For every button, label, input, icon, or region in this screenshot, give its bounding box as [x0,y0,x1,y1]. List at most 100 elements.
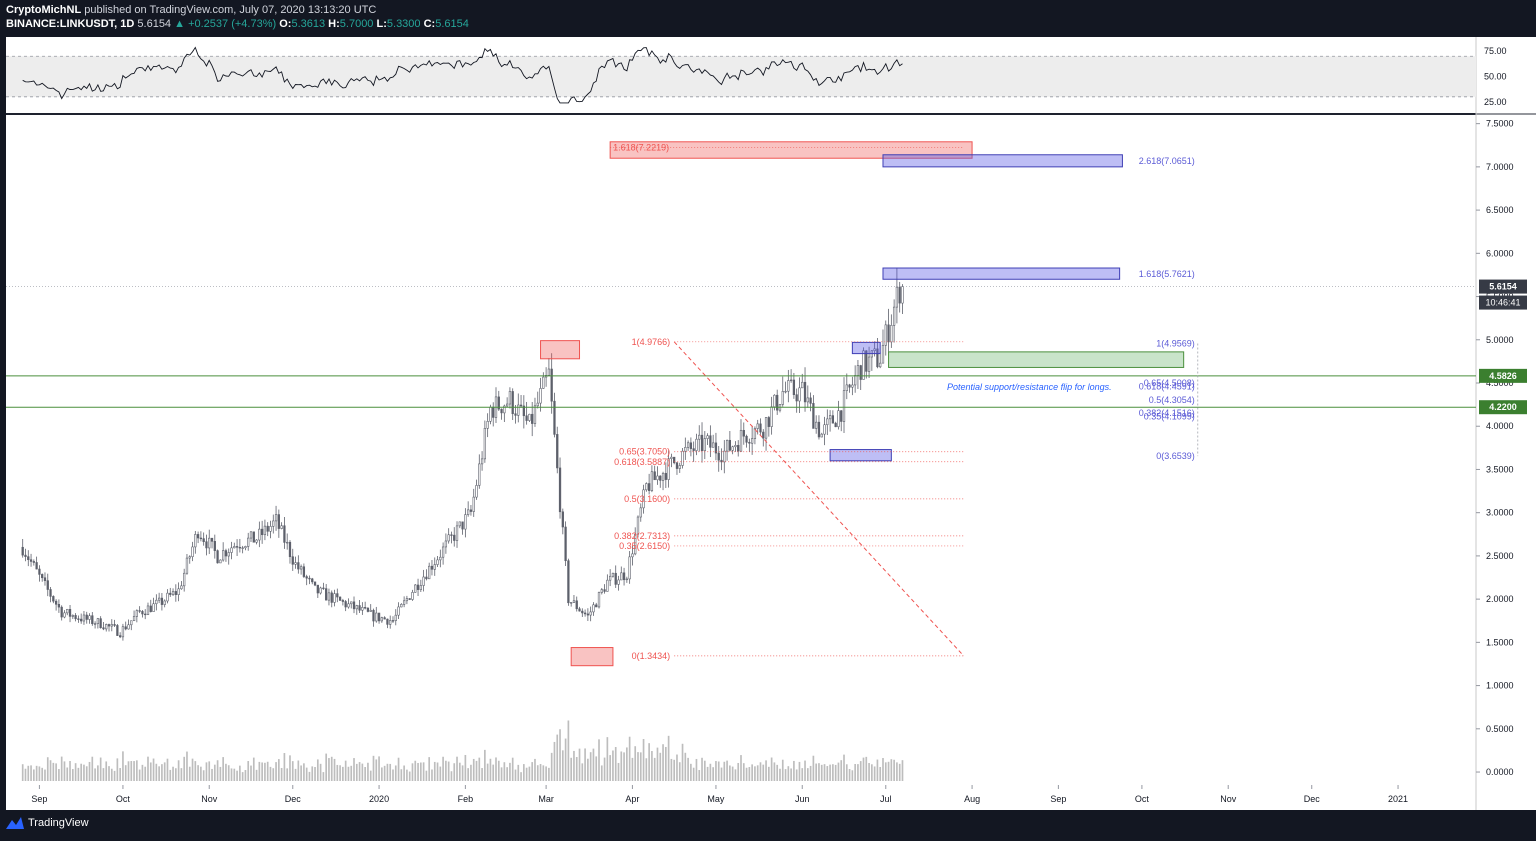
candle-body [828,415,832,420]
volume-bar [695,758,698,781]
candle-body [202,538,205,543]
candle-body [884,324,887,346]
volume-bar [91,756,94,781]
volume-bar [890,759,893,781]
candle-body [397,606,400,616]
candle-body [773,394,776,408]
candle-body [854,375,857,386]
volume-bar [542,765,545,781]
volume-bar [283,753,286,781]
volume-bar [24,768,27,781]
volume-bar [901,760,904,781]
candle-body [620,572,623,581]
candle-body [647,483,651,491]
volume-bar [754,766,756,781]
candle-body [350,601,353,605]
volume-bar [174,768,177,781]
candle-body [536,402,539,407]
candle-body [820,433,823,438]
candle-body [748,441,751,444]
volume-bar [205,762,208,781]
volume-bar [667,735,670,781]
candle-body [492,406,495,418]
candle-body [141,611,144,615]
rsi-tick-label: 75.00 [1484,46,1507,56]
candle-body [302,566,306,577]
candle-body [38,568,41,575]
volume-bar [155,763,158,781]
candle-body [503,405,506,414]
volume-bar [200,766,202,781]
volume-bar [353,758,355,781]
candle-body [464,514,467,530]
volume-bar [222,757,224,781]
candle-body [634,533,637,555]
volume-bar [147,756,149,781]
author-name[interactable]: CryptoMichNL [6,4,82,16]
volume-bar [375,759,378,781]
candle-body [639,507,642,518]
candle-body [196,534,200,539]
candle-body [177,588,180,596]
candle-body [377,612,381,622]
volume-bar [486,763,489,781]
candle-body [244,546,247,549]
volume-bar [773,762,776,781]
volume-bar [161,764,163,781]
volume-bar [319,763,322,781]
candle-body [152,603,155,612]
candle-body [110,624,113,627]
volume-bar [258,761,261,781]
candle-body [411,592,414,600]
candle-body [113,624,116,626]
candle-body [144,613,147,616]
volume-bar [706,766,709,781]
volume-bar [751,764,753,781]
volume-bar [208,761,211,781]
volume-bar [642,739,645,781]
candle-body [611,572,615,577]
candle-body [751,438,754,444]
candle-body [533,405,537,424]
volume-bar [105,761,108,781]
volume-bar [717,761,720,781]
candle-body [792,379,796,395]
tradingview-logo[interactable]: TradingView [6,817,89,829]
volume-bar [124,765,127,781]
volume-bar [269,766,272,781]
candle-body [400,603,403,608]
candle-body [441,546,445,558]
candle-body [216,550,219,564]
candle-body [703,438,706,452]
volume-bar [651,751,653,781]
volume-bar [523,764,525,781]
volume-bar [592,748,595,781]
candle-body [826,418,829,426]
resistance-zone [570,647,614,667]
volume-bar [66,767,69,781]
volume-bar [33,769,35,781]
volume-bar [500,767,503,781]
open-label: O: [279,18,292,30]
brand-label: TradingView [28,817,89,829]
fib-right-label: 0.35(4.1099) [1144,412,1195,422]
volume-bar [149,762,152,781]
candle-body [41,574,44,579]
volume-bar [177,760,180,781]
volume-bar [305,767,308,781]
volume-bar [350,765,353,781]
volume-bar [734,769,737,781]
candle-body [336,593,339,598]
candle-body [622,572,626,581]
volume-bar [587,758,589,781]
candle-body [698,434,701,440]
candle-body [174,591,177,596]
volume-bar [406,769,408,781]
volume-bar [684,752,687,781]
candle-body [709,435,712,448]
candle-body [645,483,648,491]
volume-bar [893,759,895,781]
candle-body [675,462,679,469]
change-arrow-icon: ▲ [174,18,186,30]
